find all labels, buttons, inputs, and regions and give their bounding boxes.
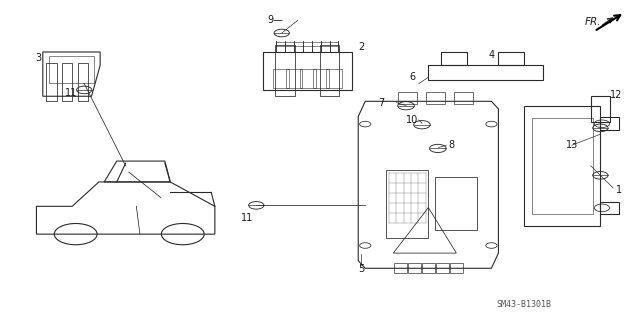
Bar bbox=[262, 52, 352, 90]
Text: 1: 1 bbox=[616, 184, 623, 195]
Text: SM43-B1301B: SM43-B1301B bbox=[497, 300, 552, 309]
Bar bbox=[397, 92, 417, 104]
Bar bbox=[320, 45, 339, 96]
Text: 4: 4 bbox=[489, 50, 495, 60]
Bar bbox=[273, 69, 289, 88]
Text: 10: 10 bbox=[406, 115, 418, 125]
Bar bbox=[49, 56, 95, 83]
Bar bbox=[62, 63, 72, 101]
Text: 3: 3 bbox=[35, 53, 42, 63]
Text: 8: 8 bbox=[448, 140, 454, 150]
Text: 12: 12 bbox=[610, 90, 623, 100]
Bar bbox=[450, 263, 463, 273]
Text: 2: 2 bbox=[358, 42, 365, 52]
Text: 13: 13 bbox=[566, 140, 578, 150]
Text: 11: 11 bbox=[241, 213, 253, 223]
Text: 7: 7 bbox=[378, 98, 384, 108]
Bar bbox=[46, 63, 56, 101]
Bar bbox=[436, 263, 449, 273]
Bar bbox=[426, 92, 445, 104]
Bar bbox=[600, 202, 620, 214]
Bar bbox=[326, 69, 342, 88]
Bar bbox=[275, 45, 294, 96]
Text: 11: 11 bbox=[65, 88, 77, 98]
Bar bbox=[600, 117, 620, 130]
Bar bbox=[441, 52, 467, 65]
Text: 5: 5 bbox=[358, 263, 365, 274]
Text: FR.: FR. bbox=[584, 17, 601, 27]
Bar bbox=[394, 263, 406, 273]
Text: 9—: 9— bbox=[268, 15, 284, 26]
Bar bbox=[313, 69, 329, 88]
Bar bbox=[591, 96, 610, 122]
Bar bbox=[428, 65, 543, 80]
Bar bbox=[499, 52, 524, 65]
Bar bbox=[78, 63, 88, 101]
Text: 6: 6 bbox=[410, 72, 415, 82]
Bar bbox=[286, 69, 302, 88]
Bar bbox=[300, 69, 316, 88]
Bar bbox=[422, 263, 435, 273]
Bar bbox=[454, 92, 473, 104]
Bar bbox=[408, 263, 420, 273]
